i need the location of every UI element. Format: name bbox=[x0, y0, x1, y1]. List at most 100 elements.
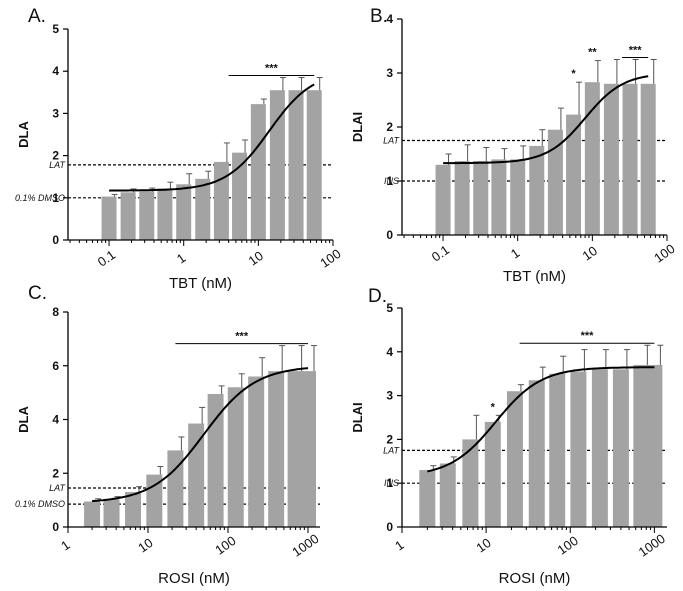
significance-label: ** bbox=[588, 47, 597, 59]
bar bbox=[269, 90, 285, 240]
bar bbox=[435, 164, 451, 235]
reference-line-label: LAT bbox=[49, 160, 66, 170]
bar bbox=[584, 82, 600, 236]
bar bbox=[462, 439, 479, 527]
bar bbox=[473, 161, 489, 235]
y-tick-label: 2 bbox=[52, 466, 59, 480]
bar bbox=[306, 90, 322, 240]
x-tick-label: 1 bbox=[58, 537, 73, 553]
panel-letter: D. bbox=[368, 286, 387, 307]
significance-label: *** bbox=[581, 330, 595, 342]
chart-panel-2: C. LAT 0.1% DMSO 0 2 4 6 8 1 10 100 1000 ROSI (nM) DL… bbox=[15, 283, 322, 587]
significance-label: * bbox=[571, 68, 576, 80]
bar bbox=[491, 159, 507, 235]
bar bbox=[591, 369, 608, 527]
significance-label: *** bbox=[629, 45, 643, 57]
x-tick-label: 10 bbox=[473, 535, 493, 556]
x-axis-label: TBT (nM) bbox=[503, 268, 566, 285]
y-tick-label: 1 bbox=[52, 191, 59, 205]
bar bbox=[547, 129, 563, 235]
x-axis-label: TBT (nM) bbox=[169, 275, 232, 292]
bar bbox=[510, 159, 526, 235]
bar bbox=[566, 114, 582, 235]
bar bbox=[484, 421, 501, 527]
y-tick-label: 0 bbox=[386, 228, 393, 242]
significance-label: *** bbox=[265, 63, 279, 75]
x-tick-label: 0.1 bbox=[95, 247, 118, 270]
panel-letter: C. bbox=[28, 283, 47, 304]
x-axis-label: ROSI (nM) bbox=[499, 570, 571, 587]
bar bbox=[248, 376, 265, 527]
bar bbox=[549, 373, 566, 527]
bar bbox=[288, 90, 304, 240]
chart-panel-0: A. LAT 0.1% DMSO 0 1 2 3 4 5 0.1 1 10 100 TBT (nM) DLA… bbox=[15, 6, 344, 292]
bar bbox=[287, 371, 304, 527]
x-tick-label: 100 bbox=[554, 533, 580, 558]
bar bbox=[612, 369, 629, 527]
y-tick-label: 5 bbox=[386, 301, 393, 315]
bar bbox=[101, 196, 117, 240]
y-axis-label: DLAI bbox=[350, 112, 365, 142]
bar bbox=[250, 104, 266, 240]
bar bbox=[300, 371, 316, 527]
y-tick-label: 2 bbox=[386, 432, 393, 446]
bar bbox=[103, 499, 120, 527]
y-tick-label: 4 bbox=[386, 345, 393, 359]
bar bbox=[646, 364, 663, 527]
y-axis-label: DLA bbox=[16, 121, 31, 148]
x-tick-label: 100 bbox=[317, 246, 343, 271]
bar bbox=[167, 450, 184, 527]
bar bbox=[603, 83, 619, 235]
bar bbox=[120, 192, 136, 240]
x-tick-label: 10 bbox=[246, 248, 266, 269]
y-tick-label: 3 bbox=[52, 106, 59, 120]
x-tick-label: 1 bbox=[174, 250, 189, 266]
bar bbox=[213, 161, 229, 240]
bar bbox=[633, 364, 650, 527]
bar bbox=[84, 501, 101, 527]
reference-line-label: INS bbox=[384, 478, 399, 488]
panel-letter: B. bbox=[370, 6, 388, 27]
y-tick-label: 4 bbox=[52, 413, 59, 427]
bar bbox=[529, 145, 545, 235]
y-tick-label: 6 bbox=[52, 359, 59, 373]
bar bbox=[528, 380, 545, 527]
y-tick-label: 0 bbox=[52, 520, 59, 534]
y-tick-label: 1 bbox=[386, 174, 393, 188]
bar bbox=[268, 371, 285, 527]
x-tick-label: 100 bbox=[651, 241, 677, 266]
bar bbox=[207, 393, 224, 527]
y-tick-label: 1 bbox=[386, 476, 393, 490]
y-tick-label: 2 bbox=[386, 120, 393, 134]
y-tick-label: 2 bbox=[52, 149, 59, 163]
bar bbox=[232, 152, 248, 240]
y-axis-label: DLA bbox=[16, 406, 31, 433]
bar bbox=[176, 184, 192, 240]
bar bbox=[454, 161, 470, 235]
x-tick-label: 0.1 bbox=[429, 242, 452, 265]
y-tick-label: 3 bbox=[386, 389, 393, 403]
y-tick-label: 0 bbox=[386, 520, 393, 534]
bar bbox=[157, 188, 173, 240]
y-tick-label: 5 bbox=[52, 22, 59, 36]
y-tick-label: 4 bbox=[386, 12, 393, 26]
significance-label: *** bbox=[235, 331, 249, 343]
x-tick-label: 10 bbox=[135, 535, 155, 556]
reference-line-label: 0.1% DMSO bbox=[15, 499, 65, 509]
x-tick-label: 1000 bbox=[636, 531, 668, 560]
fit-curve bbox=[109, 83, 315, 192]
fit-curve bbox=[92, 367, 309, 503]
reference-line-label: LAT bbox=[383, 445, 400, 455]
bar bbox=[622, 83, 638, 235]
bar bbox=[125, 492, 142, 527]
panel-letter: A. bbox=[28, 6, 46, 27]
x-tick-label: 1 bbox=[508, 245, 523, 261]
fit-curve bbox=[443, 75, 649, 165]
bar bbox=[570, 371, 587, 527]
reference-line-label: INS bbox=[384, 176, 399, 186]
reference-line-label: 0.1% DMSO bbox=[15, 193, 65, 203]
x-tick-label: 100 bbox=[212, 533, 238, 558]
